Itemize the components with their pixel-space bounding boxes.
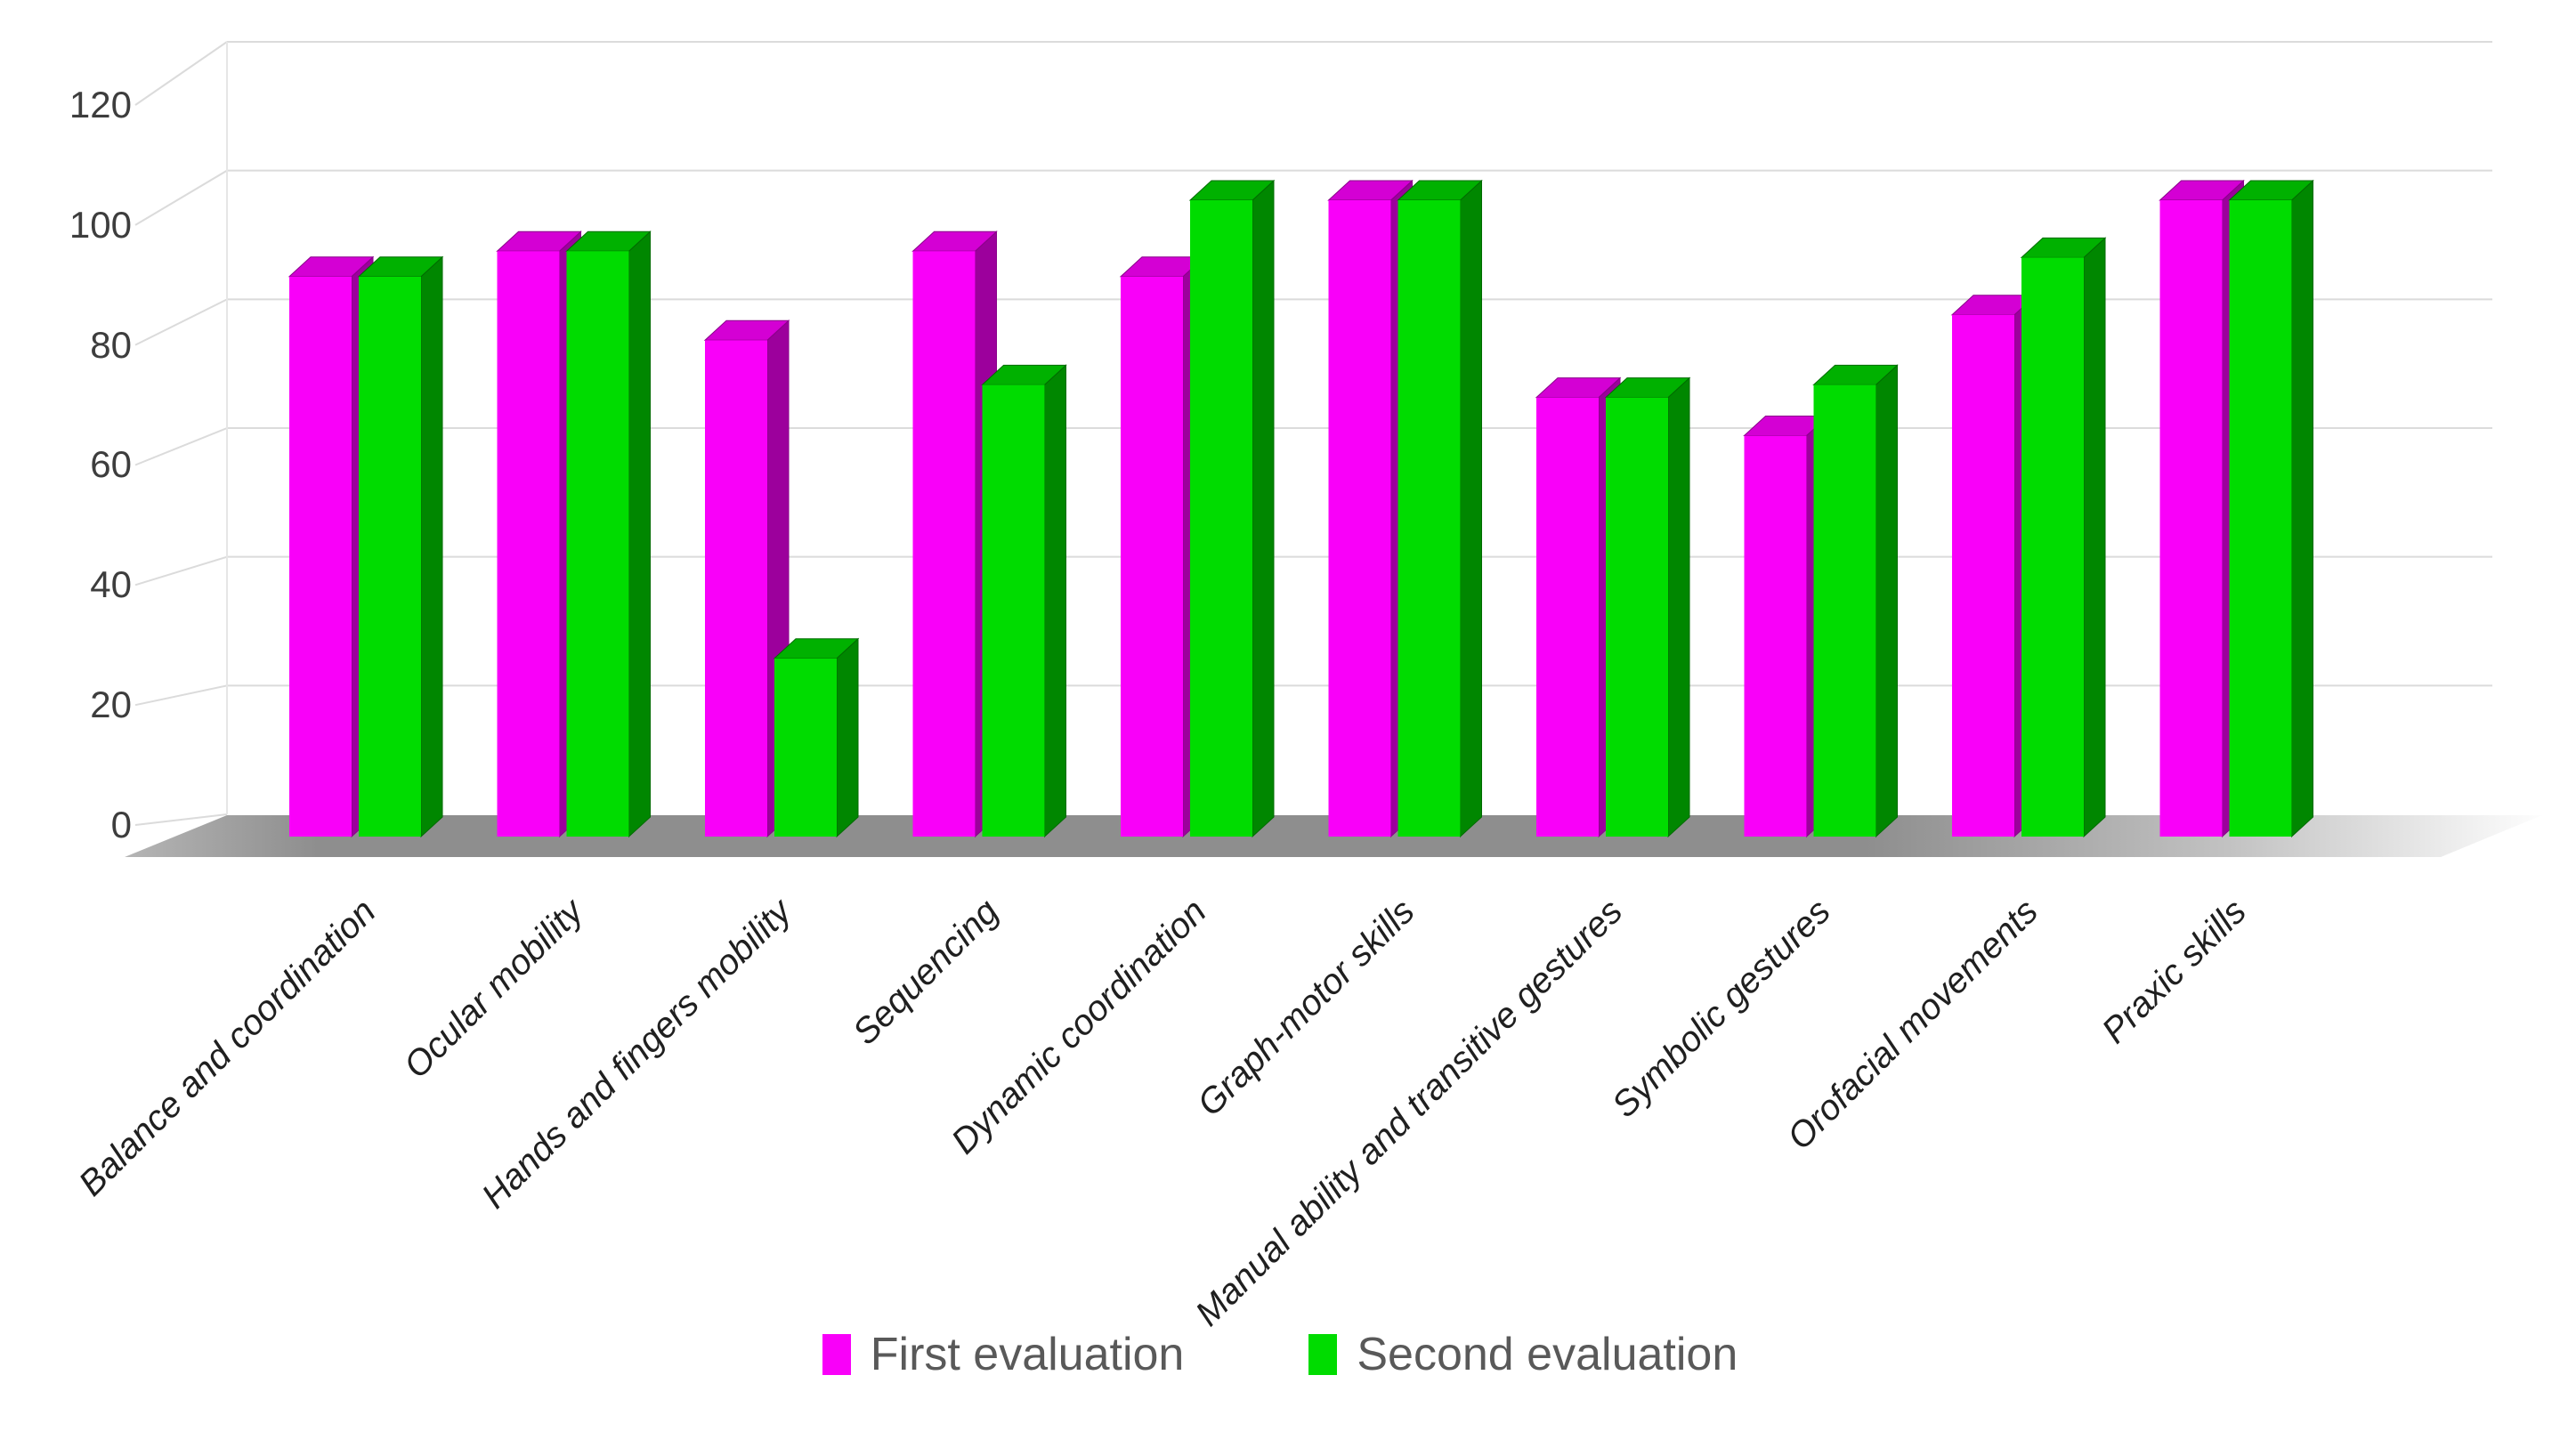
bar-series2-cat1-front <box>566 251 629 837</box>
legend-item-0: First evaluation <box>822 1328 1185 1381</box>
legend-label: First evaluation <box>870 1329 1185 1380</box>
bar-series1-cat4-front <box>1121 276 1183 837</box>
y-tick-label-120: 120 <box>69 83 132 125</box>
y-tick-label-20: 20 <box>90 684 132 726</box>
bar-series1-cat0-front <box>289 276 352 837</box>
y-tick-label-80: 80 <box>90 323 132 366</box>
y-tick-label-100: 100 <box>69 203 132 246</box>
bar-series2-cat0-front <box>359 276 421 837</box>
tick-connector-40 <box>134 555 228 586</box>
tick-connector-60 <box>134 427 228 466</box>
y-tick-label-0: 0 <box>110 804 132 845</box>
bar-series1-cat9-front <box>2159 200 2223 837</box>
bar-series1-cat5-front <box>1328 200 1391 837</box>
bar-series1-cat2-front <box>705 340 767 837</box>
legend: First evaluation Second evaluation <box>0 1328 2560 1381</box>
tick-connector-100 <box>134 169 228 226</box>
y-tick-label-40: 40 <box>90 563 132 606</box>
y-tick-label-60: 60 <box>90 443 132 486</box>
legend-marker-icon <box>1308 1334 1338 1375</box>
bar-series2-cat9-side <box>2291 179 2313 838</box>
bar-series2-cat7-front <box>1813 384 1876 837</box>
bar-series2-cat3-front <box>982 384 1045 837</box>
bar-series2-cat8-side <box>2083 237 2106 838</box>
bar-series2-cat1-side <box>628 231 651 838</box>
bar-series2-cat2-side <box>836 637 859 838</box>
bar-series1-cat7-front <box>1744 435 1807 837</box>
tick-connector-0 <box>134 813 228 826</box>
legend-label: Second evaluation <box>1357 1329 1738 1380</box>
tick-connector-120 <box>134 41 228 106</box>
bar-series2-cat4-side <box>1252 179 1275 838</box>
tick-connector-80 <box>134 298 228 346</box>
legend-item-1: Second evaluation <box>1308 1328 1738 1381</box>
legend-marker-icon <box>822 1334 851 1375</box>
bar-series1-cat3-front <box>912 251 976 837</box>
bar-series1-cat1-front <box>497 251 560 837</box>
bar-series2-cat8-front <box>2021 257 2084 837</box>
bar-series2-cat5-side <box>1460 179 1482 838</box>
bar-series2-cat2-front <box>774 658 837 837</box>
bar-series2-cat0-side <box>420 255 443 838</box>
bar-series2-cat6-front <box>1606 397 1668 837</box>
bar-series1-cat8-front <box>1952 314 2014 837</box>
tick-connector-20 <box>134 684 228 707</box>
bar-series2-cat3-side <box>1044 364 1066 838</box>
bar-series2-cat7-side <box>1875 364 1898 838</box>
bar-series2-cat9-front <box>2229 200 2292 837</box>
bar-series1-cat6-front <box>1536 397 1599 837</box>
bar-series2-cat4-front <box>1190 200 1252 837</box>
bar-series2-cat6-side <box>1667 376 1690 838</box>
bar-series2-cat5-front <box>1397 200 1461 837</box>
